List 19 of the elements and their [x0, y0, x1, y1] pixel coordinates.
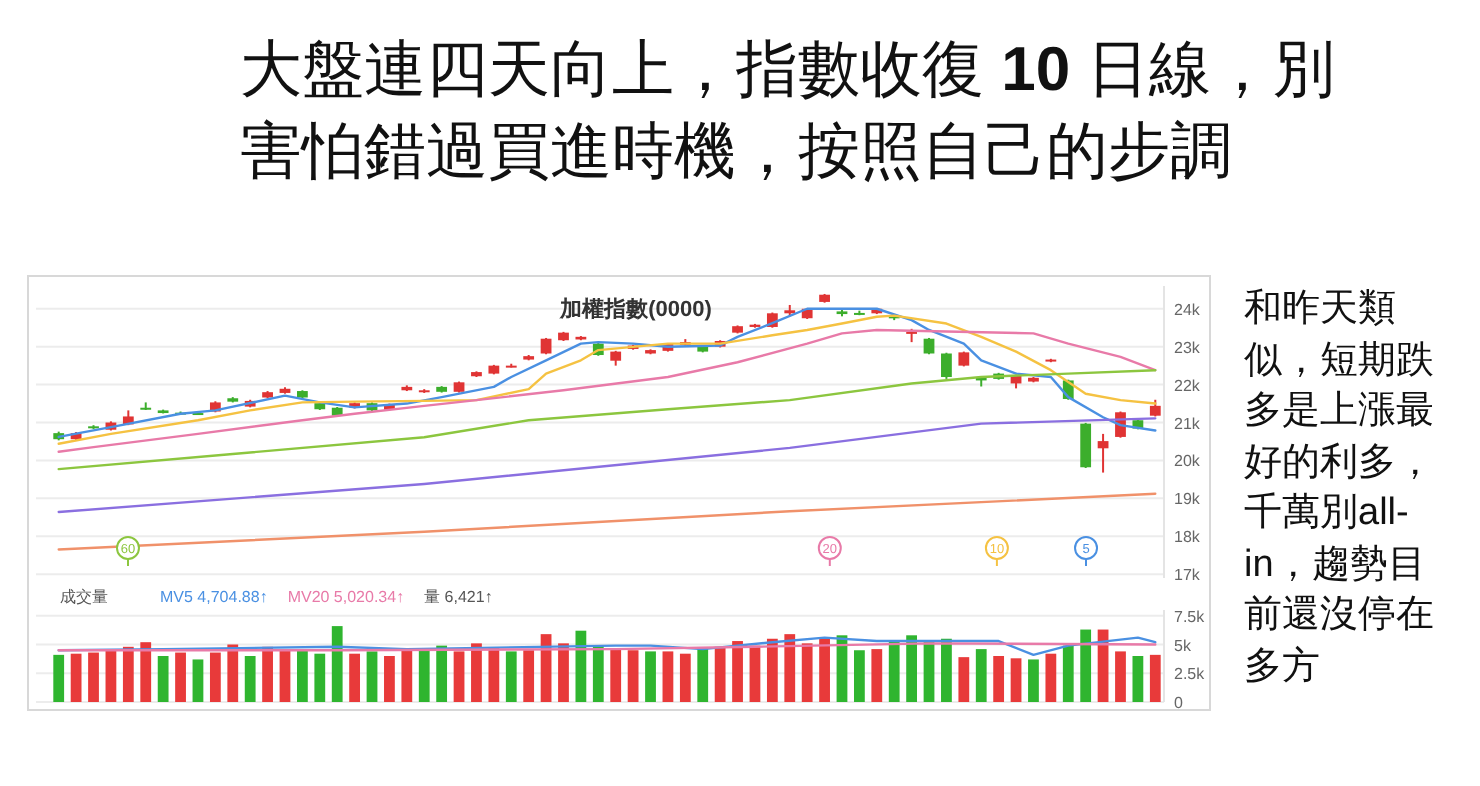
- y-tick-label: 24k: [1174, 300, 1202, 319]
- y-tick-label: 17k: [1174, 566, 1202, 585]
- chart-title: 成交量: [60, 588, 108, 606]
- y-tick-label: 18k: [1174, 528, 1202, 547]
- text: 加權指數(0000): [558, 296, 713, 322]
- y-tick-label: 21k: [1174, 414, 1202, 433]
- text: MV5 4,704.88↑: [160, 588, 268, 606]
- y-tick-label: 7.5k: [1174, 607, 1207, 626]
- text: MV20 5,020.34↑: [287, 588, 405, 606]
- y-tick-label: 5k: [1174, 636, 1193, 655]
- text: 量 6,421↑: [424, 588, 493, 606]
- y-tick-label: 2.5k: [1174, 665, 1207, 684]
- chart-title: 大盤連四天向上，指數收復 10 日線，別害怕錯過買進時機，按照自己的步調: [240, 32, 1338, 190]
- y-tick-label: 23k: [1174, 338, 1202, 357]
- y-tick-label: 20k: [1174, 452, 1202, 471]
- y-tick-label: 0: [1174, 694, 1184, 712]
- y-tick-label: 22k: [1174, 376, 1202, 395]
- text: 和昨天類似，短期跌多是上漲最好的利多，千萬別all-in，趨勢目前還沒停在多方: [1244, 286, 1436, 691]
- y-tick-label: 19k: [1174, 490, 1202, 509]
